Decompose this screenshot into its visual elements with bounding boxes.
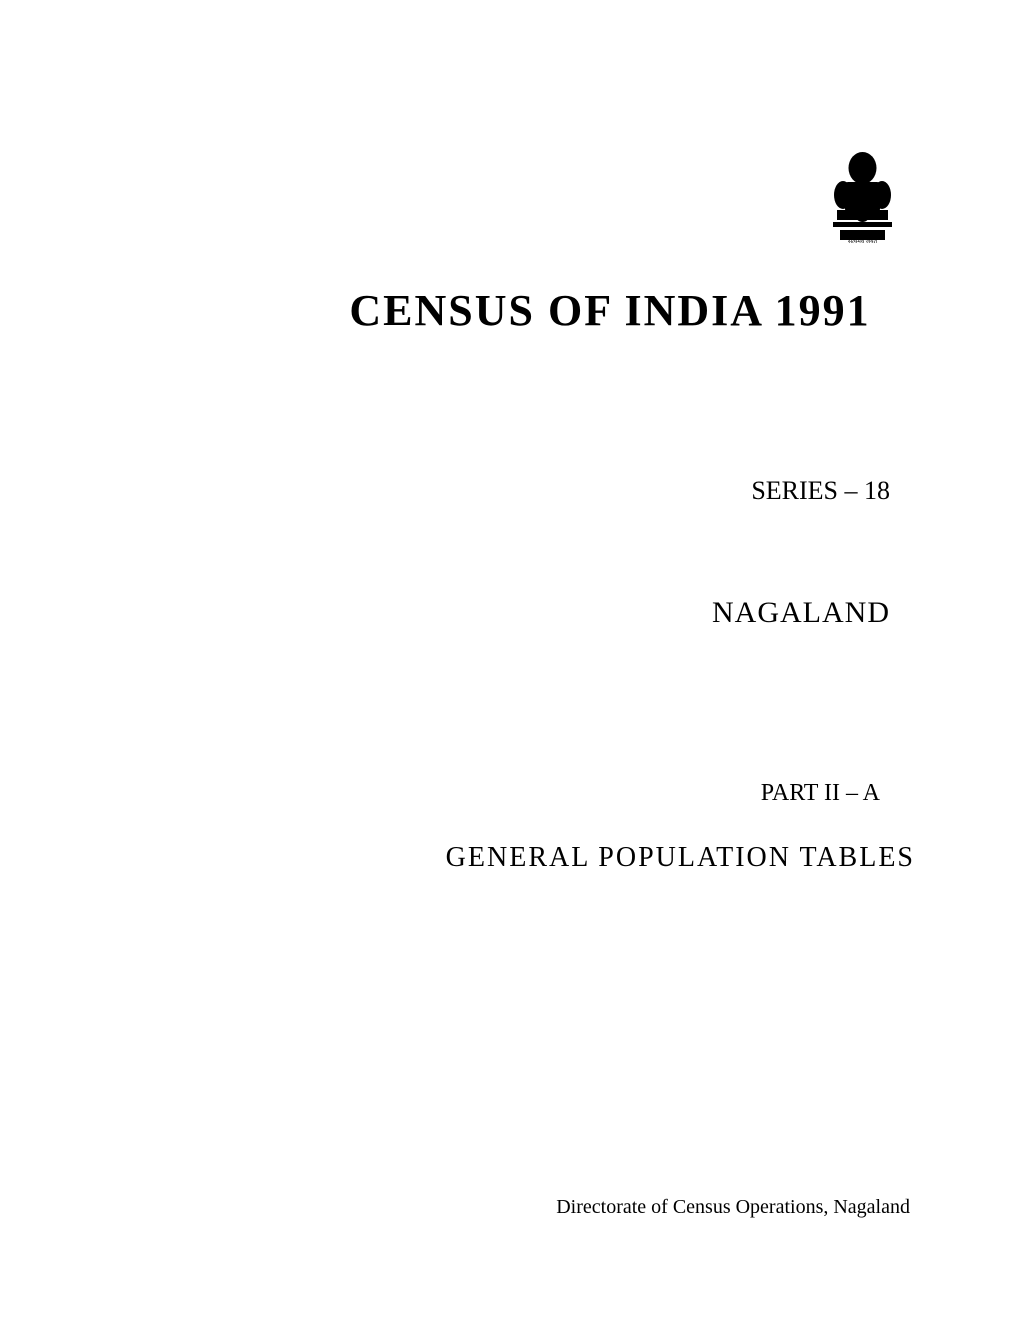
- series-label: SERIES – 18: [280, 476, 890, 506]
- footer-directorate: Directorate of Census Operations, Nagala…: [556, 1196, 910, 1219]
- emblem-motto: सत्यमेव जयते: [848, 237, 878, 245]
- state-name: NAGALAND: [280, 596, 890, 630]
- part-label: PART II – A: [280, 780, 880, 807]
- india-emblem-icon: सत्यमेव जयते: [825, 150, 900, 245]
- table-title: GENERAL POPULATION TABLES: [280, 842, 915, 874]
- emblem-container: सत्यमेव जयते: [280, 150, 900, 250]
- document-page: सत्यमेव जयते CENSUS OF INDIA 1991 SERIES…: [0, 0, 1020, 1339]
- main-title: CENSUS OF INDIA 1991: [280, 285, 940, 336]
